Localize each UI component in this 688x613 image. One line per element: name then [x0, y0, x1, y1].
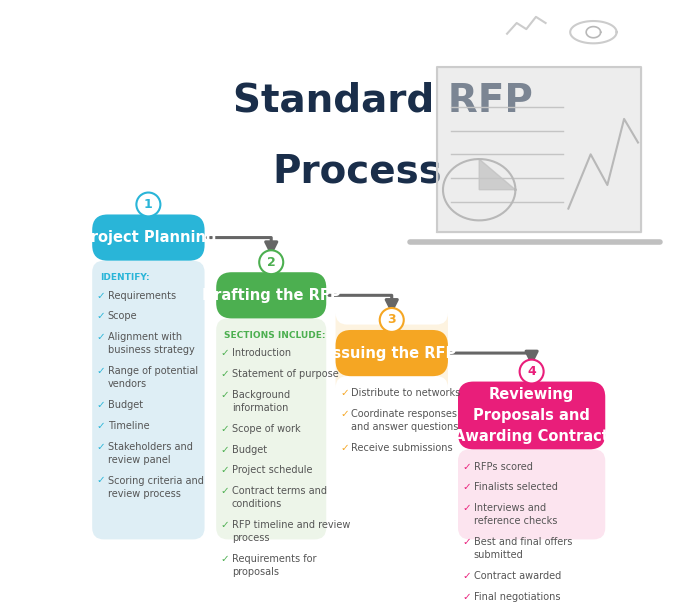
Text: Interviews and: Interviews and	[473, 503, 546, 513]
Text: ✓: ✓	[97, 476, 105, 485]
Text: business strategy: business strategy	[108, 345, 195, 356]
Text: ✓: ✓	[340, 443, 349, 453]
Text: Project Planning: Project Planning	[80, 230, 217, 245]
Text: Finalists selected: Finalists selected	[473, 482, 557, 492]
Text: ✓: ✓	[462, 482, 471, 492]
Text: Introduction: Introduction	[232, 348, 291, 359]
Text: Budget: Budget	[232, 444, 267, 455]
Circle shape	[519, 360, 544, 384]
Text: ✓: ✓	[221, 369, 230, 379]
Text: Alignment with: Alignment with	[108, 332, 182, 342]
Text: ✓: ✓	[221, 486, 230, 497]
Text: Requirements for: Requirements for	[232, 554, 316, 564]
Text: ✓: ✓	[97, 366, 105, 376]
Text: Stakeholders and: Stakeholders and	[108, 441, 193, 452]
Text: ✓: ✓	[221, 424, 230, 434]
Text: Standard RFP: Standard RFP	[233, 82, 533, 120]
Text: Distribute to networks: Distribute to networks	[351, 389, 460, 398]
Text: Range of potential: Range of potential	[108, 366, 198, 376]
Text: ✓: ✓	[97, 441, 105, 452]
Polygon shape	[479, 159, 515, 190]
Text: Final negotiations: Final negotiations	[473, 592, 560, 602]
Text: Statement of purpose: Statement of purpose	[232, 369, 338, 379]
Text: ✓: ✓	[462, 571, 471, 581]
Text: Contract awarded: Contract awarded	[473, 571, 561, 581]
Text: ✓: ✓	[97, 311, 105, 321]
Text: ✓: ✓	[340, 409, 349, 419]
Text: ✓: ✓	[221, 348, 230, 359]
Text: IDENTIFY:: IDENTIFY:	[100, 273, 149, 282]
Text: ✓: ✓	[462, 503, 471, 513]
Text: ✓: ✓	[340, 389, 349, 398]
Text: Scoring criteria and: Scoring criteria and	[108, 476, 204, 485]
Text: RFP timeline and review: RFP timeline and review	[232, 520, 350, 530]
Circle shape	[259, 250, 283, 274]
FancyBboxPatch shape	[458, 381, 605, 449]
Text: Coordinate responses: Coordinate responses	[351, 409, 457, 419]
Text: 4: 4	[527, 365, 536, 378]
Text: ✓: ✓	[221, 444, 230, 455]
Text: Background: Background	[232, 390, 290, 400]
Text: ✓: ✓	[221, 520, 230, 530]
Text: Receive submissions: Receive submissions	[351, 443, 453, 453]
Text: ✓: ✓	[97, 291, 105, 301]
Text: Scope: Scope	[108, 311, 138, 321]
FancyBboxPatch shape	[458, 449, 605, 539]
Text: ✓: ✓	[462, 462, 471, 471]
Text: information: information	[232, 403, 288, 413]
Text: Project schedule: Project schedule	[232, 465, 312, 476]
Text: process: process	[232, 533, 269, 543]
Text: Scope of work: Scope of work	[232, 424, 301, 434]
Text: ✓: ✓	[462, 537, 471, 547]
Text: ✓: ✓	[221, 390, 230, 400]
Text: Process: Process	[272, 152, 442, 190]
Text: Drafting the RFP: Drafting the RFP	[202, 288, 341, 303]
Text: ✓: ✓	[97, 400, 105, 410]
Text: conditions: conditions	[232, 500, 282, 509]
Text: review panel: review panel	[108, 455, 171, 465]
Text: Timeline: Timeline	[108, 421, 149, 431]
Text: Requirements: Requirements	[108, 291, 176, 301]
FancyBboxPatch shape	[336, 330, 448, 376]
FancyBboxPatch shape	[92, 261, 204, 539]
Text: 2: 2	[267, 256, 276, 268]
Text: reference checks: reference checks	[473, 516, 557, 527]
Text: ✓: ✓	[97, 332, 105, 342]
Text: and answer questions: and answer questions	[351, 422, 458, 432]
Text: review process: review process	[108, 489, 180, 498]
Text: 3: 3	[387, 313, 396, 327]
Text: RFPs scored: RFPs scored	[473, 462, 533, 471]
FancyBboxPatch shape	[92, 215, 204, 261]
Text: submitted: submitted	[473, 550, 524, 560]
FancyBboxPatch shape	[216, 318, 326, 539]
Circle shape	[380, 308, 404, 332]
Text: ✓: ✓	[462, 592, 471, 602]
Circle shape	[136, 192, 160, 216]
Text: ✓: ✓	[221, 465, 230, 476]
Text: Budget: Budget	[108, 400, 143, 410]
Text: Reviewing
Proposals and
Awarding Contract: Reviewing Proposals and Awarding Contrac…	[454, 387, 609, 444]
Text: 1: 1	[144, 198, 153, 211]
Text: Best and final offers: Best and final offers	[473, 537, 572, 547]
FancyBboxPatch shape	[336, 313, 448, 387]
Text: ✓: ✓	[221, 554, 230, 564]
Text: SECTIONS INCLUDE:: SECTIONS INCLUDE:	[224, 331, 325, 340]
Text: vendors: vendors	[108, 379, 147, 389]
FancyBboxPatch shape	[216, 272, 326, 318]
Text: Issuing the RFP: Issuing the RFP	[327, 346, 456, 360]
Text: Contract terms and: Contract terms and	[232, 486, 327, 497]
Text: proposals: proposals	[232, 567, 279, 577]
Text: ✓: ✓	[97, 421, 105, 431]
